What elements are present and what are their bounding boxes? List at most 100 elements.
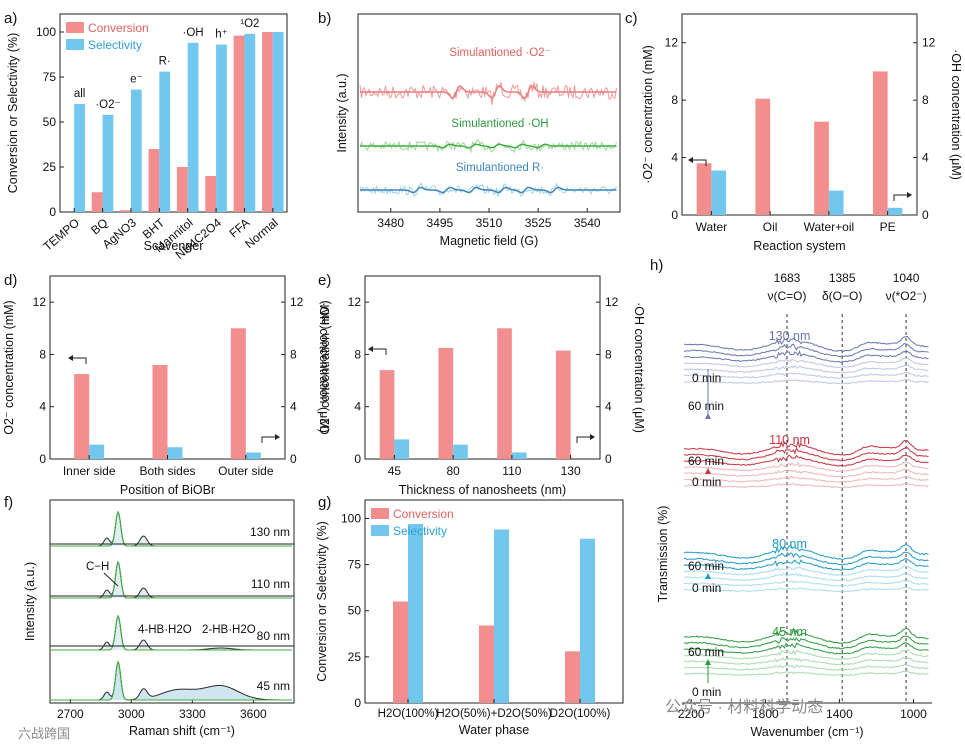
panel-g-legend-swatch-conversion <box>371 508 389 519</box>
panel-a-annotation: ·OH <box>183 27 204 39</box>
panel-c-bar-superoxide <box>696 163 712 215</box>
panel-d-ytick-label: 8 <box>39 347 46 361</box>
panel-a-bar-conversion <box>205 176 217 212</box>
panel-g-xlabel: Water phase <box>459 723 529 737</box>
panel-e-y2tick-label: 12 <box>605 295 619 309</box>
panel-f-xlabel: Raman shift (cm⁻¹) <box>129 724 235 738</box>
panel-h-spectrum-45-nm <box>683 627 929 645</box>
panel-d-y2tick-label: 4 <box>290 400 297 414</box>
panel-f-series-label: 45 nm <box>257 679 290 693</box>
panel-e-y2tick-label: 0 <box>605 452 612 466</box>
panel-e-ytick-label: 4 <box>354 400 361 414</box>
panel-c-y2label: ·OH concentration (μM) <box>949 49 963 180</box>
panel-h-label-0min: 0 min <box>692 685 721 699</box>
panel-h-spectrum-110-nm <box>683 454 929 467</box>
panel-a-bar-selectivity <box>159 71 171 212</box>
panel-e-axis-arrow-right-head <box>590 434 595 440</box>
panel-b-series-label-superoxide: Simulantioned ·O2⁻ <box>449 47 550 59</box>
panel-c-ytick-label: 0 <box>671 208 678 222</box>
panel-h-annotation-oo: δ(O−O) <box>822 289 862 303</box>
panel-b-series-label-radical: Simulantioned R· <box>456 162 544 174</box>
panel-c-ytick-label: 12 <box>665 36 679 50</box>
panel-h-label-0min: 0 min <box>692 371 721 385</box>
panel-h-annotation-co: ν(C=O) <box>768 289 807 303</box>
panel-a-bar-conversion <box>91 192 103 212</box>
watermark-corner: 六战跨国 <box>18 726 70 741</box>
panel-a-xtick-label: Normal <box>242 216 281 252</box>
panel-h-spectrum-80-nm <box>683 543 929 560</box>
panel-c-y2tick-label: 0 <box>922 208 929 222</box>
panel-e-bar-hydroxyl <box>394 439 410 459</box>
panel-b-xtick-label: 3510 <box>476 216 503 230</box>
panel-e-axis-arrow-right <box>576 436 591 443</box>
panel-h-annotation-o2: ν(*O2⁻) <box>886 289 927 303</box>
panel-f-xtick-label: 3000 <box>118 707 145 721</box>
panel-h-series-label: 130 nm <box>769 329 811 343</box>
panel-a-bar-selectivity <box>74 104 85 212</box>
panel-h-label-60min: 60 min <box>688 399 724 413</box>
panel-h-label-0min: 0 min <box>692 581 721 595</box>
panel-h-label-60min: 60 min <box>688 454 724 468</box>
panel-d-label: d) <box>4 272 17 289</box>
panel-c-xtick-label: Oil <box>763 220 778 234</box>
panel-a-annotation: ¹O2 <box>240 18 259 30</box>
panel-g-bar-conversion <box>479 625 494 703</box>
panel-c-axis-arrow-left <box>692 159 707 166</box>
panel-d-y2tick-label: 0 <box>290 452 297 466</box>
panel-c-ylabel: ·O2⁻ concentration (mM) <box>641 45 655 184</box>
panel-a-bar-selectivity <box>244 33 256 212</box>
panel-a-bar-selectivity <box>272 32 284 212</box>
panel-c-xtick-label: Water+oil <box>804 220 855 234</box>
panel-a-bar-conversion <box>120 210 131 212</box>
panel-e-bar-hydroxyl <box>511 452 527 459</box>
panel-b-label: b) <box>318 10 331 27</box>
panel-c-ytick-label: 4 <box>671 151 678 165</box>
panel-g-bar-selectivity <box>580 538 595 703</box>
panel-a-annotation: h⁺ <box>215 29 227 41</box>
panel-b-xtick-label: 3540 <box>574 216 601 230</box>
panel-f-annotation-4hb: 4-HB·H2O <box>138 624 192 636</box>
panel-g-xtick-label: H2O(100%) <box>378 708 439 720</box>
panel-a-frame <box>59 13 288 213</box>
panel-h-spectrum-80-nm <box>683 572 929 582</box>
panel-f-ylabel: Intensity (a.u.) <box>23 562 37 641</box>
panel-d-ytick-label: 4 <box>39 400 46 414</box>
panel-g-legend-conversion: Conversion <box>393 507 454 521</box>
panel-a-bar-selectivity <box>130 89 142 212</box>
panel-g-bar-conversion <box>565 651 580 703</box>
panel-g-xtick-label: H2O(50%)+D2O(50%) <box>436 708 552 720</box>
panel-h-time-arrow-head <box>705 659 711 665</box>
panel-a-ytick-label: 100 <box>36 25 56 39</box>
panel-d-bar-superoxide <box>230 328 246 459</box>
panel-g-legend-swatch-selectivity <box>371 525 389 536</box>
panel-e-ytick-label: 8 <box>354 347 361 361</box>
panel-h-spectrum-130-nm <box>683 364 929 374</box>
panel-a-annotation: all <box>74 88 86 100</box>
panel-e-xtick-label: 110 <box>502 464 521 478</box>
panel-c-label: c) <box>625 10 638 27</box>
panel-d-ylabel: O2⁻ concentration (mM) <box>2 300 16 434</box>
panel-f-fill <box>51 662 293 700</box>
panel-a-bar-conversion <box>233 35 245 212</box>
panel-f-xtick-label: 3600 <box>240 707 267 721</box>
panel-b-series-label-hydroxyl: Simulantioned ·OH <box>451 118 548 130</box>
panel-d-axis-arrow-right-head <box>275 434 280 440</box>
panel-e-xtick-label: 45 <box>388 464 402 478</box>
panel-h-annotation-1385: 1385 <box>829 271 856 285</box>
panel-f-annotation-arrow <box>103 572 119 587</box>
panel-a-bar-conversion <box>176 167 188 212</box>
panel-f-label: f) <box>4 494 13 511</box>
panel-h-xtick-label: 1000 <box>900 707 927 721</box>
panel-e-y2tick-label: 4 <box>605 400 612 414</box>
panel-h-spectrum-80-nm <box>683 586 929 593</box>
panel-h-spectrum-45-nm <box>683 635 929 650</box>
panel-a-legend-selectivity: Selectivity <box>88 38 142 52</box>
panel-e-xtick-label: 130 <box>561 464 581 478</box>
panel-h-spectrum-110-nm <box>683 446 929 462</box>
panel-a-legend-swatch-conversion <box>66 22 84 33</box>
panel-d-xtick-label: Outer side <box>218 464 274 478</box>
panel-h-spectrum-110-nm <box>683 475 929 483</box>
panel-d-y2label: ·OH concentration (μM) <box>317 302 331 433</box>
panel-h-spectrum-45-nm <box>683 649 929 661</box>
